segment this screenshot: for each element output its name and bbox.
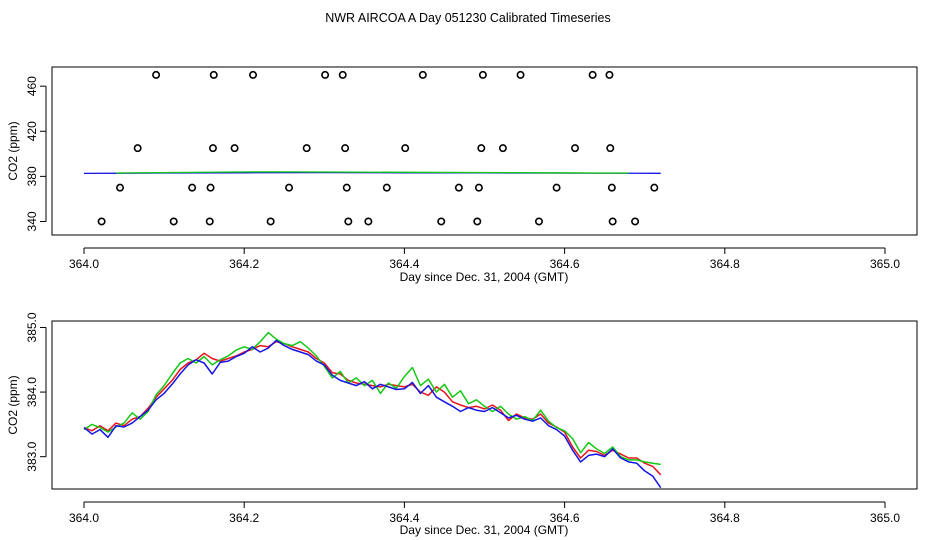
scatter-point [631, 217, 640, 226]
y-tick-label: 384.0 [25, 377, 39, 407]
scatter-point [401, 144, 410, 153]
scatter-point [338, 70, 347, 79]
x-tick-label: 364.6 [550, 257, 580, 271]
scatter-point [650, 183, 659, 192]
y-tick-label: 380 [25, 166, 39, 186]
series-line-blue [83, 339, 662, 489]
x-tick-label: 365.0 [870, 257, 900, 271]
x-tick-label: 365.0 [870, 511, 900, 525]
x-axis: 364.0 364.2 364.4 364.6 364.8 365.0 [69, 501, 900, 525]
series-line-green [115, 171, 629, 174]
x-axis-label: Day since Dec. 31, 2004 (GMT) [400, 523, 569, 537]
scatter-point [266, 217, 275, 226]
scatter-point [209, 70, 218, 79]
scatter-point [516, 70, 525, 79]
scatter-point [588, 70, 597, 79]
scatter-point [208, 144, 217, 153]
scatter-point [206, 183, 215, 192]
scatter-point [473, 217, 482, 226]
figure-title: NWR AIRCOA A Day 051230 Calibrated Times… [325, 11, 611, 25]
plot-frame [51, 320, 918, 490]
x-axis: 364.0 364.2 364.4 364.6 364.8 365.0 [69, 247, 900, 271]
series-line-red [83, 340, 662, 476]
scatter-point [477, 144, 486, 153]
y-axis: 340 380 420 460 [25, 76, 47, 231]
scatter-point [169, 217, 178, 226]
scatter-point [116, 183, 125, 192]
x-tick-label: 364.2 [229, 511, 259, 525]
scatter-point [498, 144, 507, 153]
x-tick-label: 364.0 [69, 511, 99, 525]
scatter-point [321, 70, 330, 79]
x-tick-label: 364.6 [550, 511, 580, 525]
x-tick-label: 364.4 [389, 511, 419, 525]
x-tick-label: 364.2 [229, 257, 259, 271]
plot-frame [51, 66, 918, 236]
scatter-point [478, 70, 487, 79]
scatter-point [608, 217, 617, 226]
series-line-green [83, 331, 661, 466]
scatter-point [205, 217, 214, 226]
scatter-point [474, 183, 483, 192]
scatter-point [344, 217, 353, 226]
scatter-point [552, 183, 561, 192]
y-tick-label: 420 [25, 121, 39, 141]
scatter-point [152, 70, 161, 79]
line-panel: 364.0 364.2 364.4 364.6 364.8 365.0 383.0 384.… [6, 312, 918, 537]
x-tick-label: 364.8 [710, 257, 740, 271]
scatter-point [188, 183, 197, 192]
scatter-point [364, 217, 373, 226]
y-tick-label: 385.0 [25, 312, 39, 342]
scatter-point [571, 144, 580, 153]
scatter-point [302, 144, 311, 153]
y-axis-label: CO2 (ppm) [6, 121, 20, 180]
scatter-point [97, 217, 106, 226]
scatter-point [454, 183, 463, 192]
x-axis-label: Day since Dec. 31, 2004 (GMT) [400, 270, 569, 284]
y-tick-label: 383.0 [25, 441, 39, 471]
scatter-point [418, 70, 427, 79]
scatter-point [133, 144, 142, 153]
x-tick-label: 364.0 [69, 257, 99, 271]
scatter-point [607, 183, 616, 192]
scatter-point [437, 217, 446, 226]
scatter-panel: 364.0 364.2 364.4 364.6 364.8 365.0 340 380 420… [6, 66, 918, 284]
scatter-point [249, 70, 258, 79]
x-tick-label: 364.8 [710, 511, 740, 525]
plot-area [83, 331, 662, 489]
y-axis-label: CO2 (ppm) [6, 375, 20, 434]
scatter-point [285, 183, 294, 192]
scatter-point [606, 144, 615, 153]
scatter-point [230, 144, 239, 153]
scatter-point [605, 70, 614, 79]
scatter-point [342, 183, 351, 192]
x-tick-label: 364.4 [389, 257, 419, 271]
plot-area [83, 70, 661, 226]
y-axis: 383.0 384.0 385.0 [25, 312, 47, 472]
scatter-point [534, 217, 543, 226]
y-tick-label: 460 [25, 76, 39, 96]
scatter-point [341, 144, 350, 153]
y-tick-label: 340 [25, 211, 39, 231]
scatter-point [382, 183, 391, 192]
